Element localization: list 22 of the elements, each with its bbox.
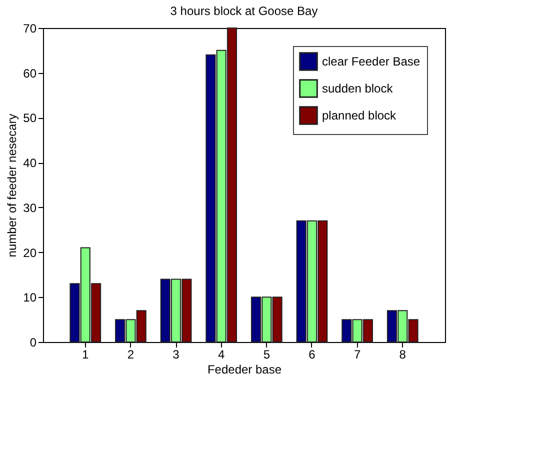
y-tick-label: 30	[23, 200, 37, 215]
legend-label: sudden block	[322, 82, 394, 96]
x-tick-label: 2	[127, 348, 134, 362]
y-axis-title: number of feeder nesecary	[5, 114, 20, 258]
x-tick-label: 5	[263, 348, 270, 362]
legend-label: planned block	[322, 108, 398, 122]
x-axis-title: Fededer base	[207, 362, 282, 376]
x-tick-label: 4	[218, 348, 225, 362]
x-tick-label: 1	[82, 348, 90, 362]
x-tick-label: 8	[399, 348, 406, 362]
legend-label: clear Feeder Base	[322, 54, 420, 68]
y-tick-label: 10	[23, 290, 37, 305]
y-tick-label: 40	[23, 156, 37, 170]
y-tick-label: 70	[23, 22, 37, 36]
x-tick-label: 3	[172, 348, 180, 362]
chart-title: 3 hours block at Goose Bay	[170, 4, 318, 18]
y-tick-label: 50	[23, 111, 37, 126]
y-tick-label: 20	[23, 246, 37, 260]
x-tick-label: 7	[354, 348, 361, 362]
y-tick-label: 0	[30, 336, 37, 350]
x-tick-label: 6	[308, 348, 316, 362]
y-tick-label: 60	[23, 66, 37, 80]
